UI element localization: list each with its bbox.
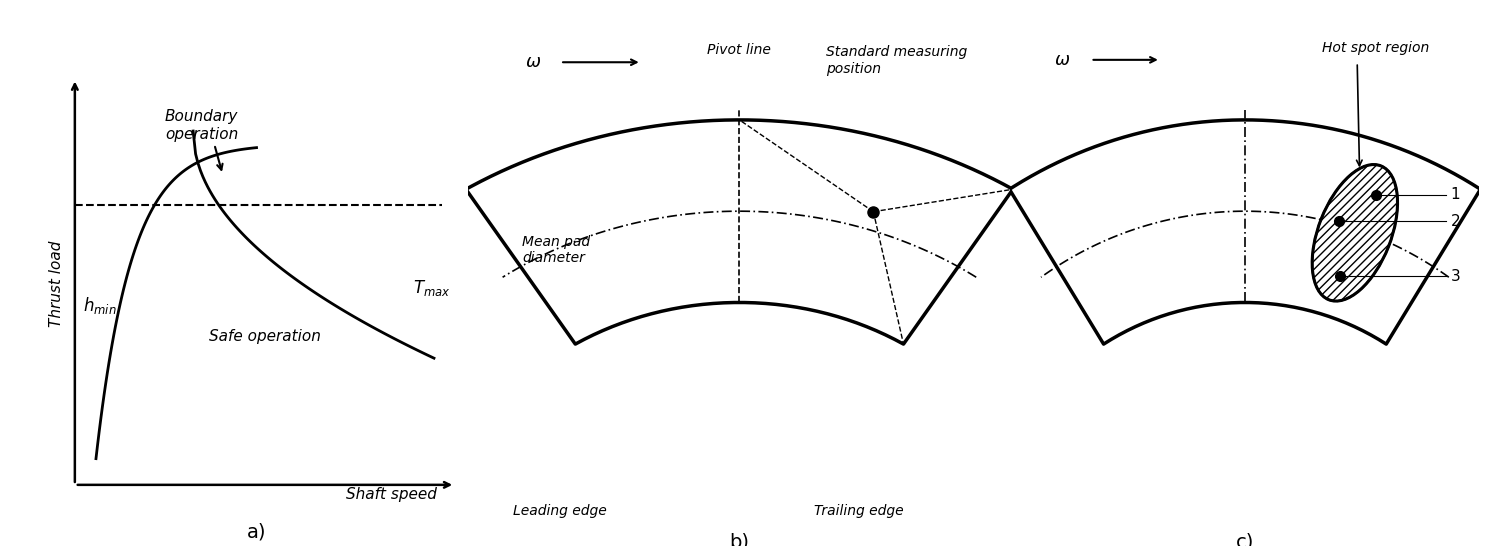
Text: 3: 3 (1450, 269, 1461, 283)
Text: Mean pad
diameter: Mean pad diameter (522, 235, 590, 265)
Text: Leading edge: Leading edge (513, 505, 607, 518)
Text: $h_{min}$: $h_{min}$ (83, 295, 118, 316)
Text: a): a) (247, 523, 266, 541)
Text: $\omega$: $\omega$ (525, 54, 542, 71)
Text: 2: 2 (1450, 213, 1461, 229)
Text: b): b) (729, 532, 750, 546)
Text: Safe operation: Safe operation (210, 329, 321, 344)
Text: Thrust load: Thrust load (50, 241, 65, 327)
Text: $\omega$: $\omega$ (1055, 51, 1070, 69)
Ellipse shape (1313, 164, 1397, 301)
Text: Trailing edge: Trailing edge (815, 505, 904, 518)
Text: Boundary
operation: Boundary operation (164, 109, 238, 141)
Text: c): c) (1236, 532, 1254, 546)
Text: Pivot line: Pivot line (706, 43, 771, 57)
Text: $T_{max}$: $T_{max}$ (413, 278, 451, 298)
Text: 1: 1 (1450, 187, 1461, 203)
Text: Hot spot region: Hot spot region (1322, 41, 1429, 55)
Text: Standard measuring
position: Standard measuring position (827, 45, 967, 76)
Text: Shaft speed: Shaft speed (346, 488, 438, 502)
